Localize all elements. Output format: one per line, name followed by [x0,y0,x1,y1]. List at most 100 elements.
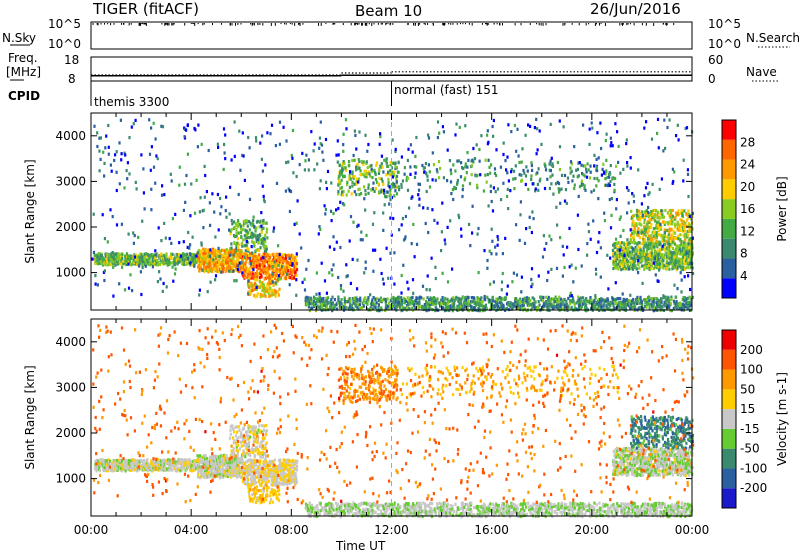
range-gate-cell [620,302,623,306]
range-gate-cell [233,241,236,245]
range-gate-cell [430,256,433,260]
range-gate-cell [225,258,228,262]
range-gate-cell [378,176,381,181]
range-gate-cell [599,304,603,308]
range-gate-cell [351,307,354,311]
range-gate-cell [261,184,264,188]
range-gate-cell [252,284,255,288]
range-gate-cell [303,277,306,281]
range-gate-cell [95,469,98,473]
range-gate-cell [251,240,254,244]
range-gate-cell [122,467,125,471]
range-gate-cell [282,125,285,129]
range-gate-cell [351,172,354,176]
range-gate-cell [398,228,401,232]
range-gate-cell [510,302,513,306]
range-gate-cell [123,465,126,469]
range-gate-cell [151,265,154,269]
range-gate-cell [125,252,129,256]
range-gate-cell [459,175,463,179]
range-gate-cell [686,306,689,310]
range-gate-cell [663,228,666,232]
range-gate-cell [529,124,532,128]
range-gate-cell [206,290,209,294]
range-gate-cell [249,221,252,225]
range-gate-cell [573,145,576,149]
range-gate-cell [495,148,498,152]
range-gate-cell [550,182,553,186]
range-gate-cell [232,259,235,263]
range-gate-cell [639,295,642,299]
range-gate-cell [606,306,609,310]
range-gate-cell [346,274,349,278]
range-gate-cell [671,208,674,213]
range-gate-cell [670,239,673,243]
range-gate-cell [682,252,685,256]
range-gate-cell [103,463,106,467]
range-gate-cell [616,241,619,245]
range-gate-cell [280,276,283,280]
range-gate-cell [672,218,675,222]
range-gate-cell [389,192,392,196]
range-gate-cell [614,297,617,301]
range-gate-cell [634,264,637,268]
range-gate-cell [115,259,118,263]
range-gate-cell [159,277,162,281]
range-gate-cell [428,298,431,302]
range-gate-cell [164,236,167,240]
range-gate-cell [384,306,387,310]
range-gate-cell [186,252,189,256]
range-gate-cell [137,235,140,239]
range-gate-cell [647,237,650,241]
range-gate-cell [613,246,616,250]
range-gate-cell [252,222,255,226]
range-gate-cell [490,252,493,256]
range-gate-cell [524,300,527,304]
range-gate-cell [476,173,479,178]
range-gate-cell [315,292,318,296]
range-gate-cell [441,125,444,129]
range-gate-cell [115,188,118,193]
range-gate-cell [634,304,637,308]
range-gate-cell [218,269,221,274]
range-gate-cell [459,307,462,311]
range-gate-cell [230,258,233,262]
range-gate-cell [375,180,379,184]
range-gate-cell [618,266,621,270]
range-gate-cell [487,204,490,208]
range-gate-cell [580,183,583,187]
nsky-label: N.Sky [2,31,37,45]
range-gate-cell [125,258,128,262]
range-gate-cell [548,162,551,166]
range-gate-cell [613,182,616,186]
range-gate-cell [454,133,457,137]
range-gate-cell [496,187,500,191]
range-gate-cell [380,188,383,192]
range-gate-cell [613,260,616,264]
range-gate-cell [100,463,103,467]
range-gate-cell [333,306,336,310]
range-gate-cell [114,463,117,467]
range-gate-cell [217,228,220,232]
range-gate-cell [675,256,678,260]
range-gate-cell [553,298,556,302]
range-gate-cell [686,168,689,172]
range-gate-cell [418,299,421,303]
range-gate-cell [585,170,588,174]
range-gate-cell [567,307,570,311]
range-gate-cell [93,124,96,128]
range-gate-cell [256,272,259,276]
range-gate-cell [514,164,517,168]
range-gate-cell [252,215,255,219]
range-gate-cell [520,178,524,182]
range-gate-cell [632,235,635,239]
range-gate-cell [228,251,231,255]
range-gate-cell [142,191,145,195]
range-gate-cell [229,249,232,254]
range-gate-cell [480,303,483,307]
range-gate-cell [677,209,680,213]
range-gate-cell [452,296,455,300]
range-gate-cell [671,167,674,171]
range-gate-cell [580,181,583,185]
nsearch-tick-top: 10^5 [708,17,741,31]
